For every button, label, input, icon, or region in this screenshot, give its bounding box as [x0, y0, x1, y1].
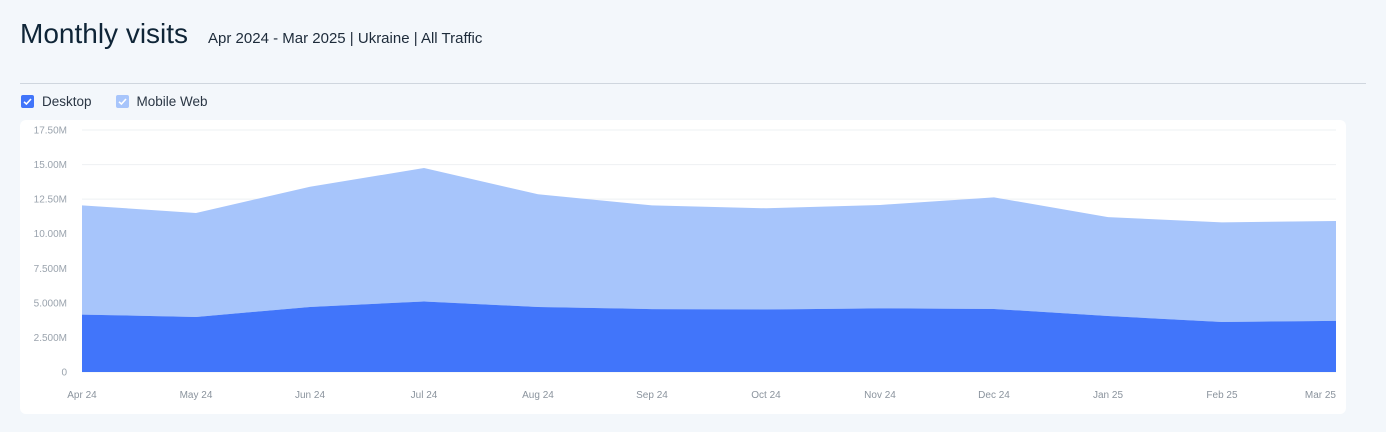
page-title: Monthly visits [20, 18, 189, 49]
y-tick-label: 5.000M [34, 298, 67, 309]
x-tick-label: Sep 24 [636, 390, 668, 401]
mobile-web-checkbox-icon[interactable] [115, 95, 129, 108]
chart-card: 0 2.500M 5.000M 7.500M 10.00M 12.50M 15.00M 17.… [20, 120, 1346, 414]
chart-legend: Desktop Mobile Web [21, 94, 232, 109]
header-divider [20, 83, 1366, 84]
x-tick-label: Jan 25 [1093, 390, 1123, 401]
legend-label-mobile-web: Mobile Web [136, 94, 208, 109]
x-tick-label: May 24 [180, 390, 213, 401]
date-range-subtitle: Apr 2024 - Mar 2025 | Ukraine | All Traf… [208, 30, 483, 47]
x-tick-label: Mar 25 [1305, 390, 1337, 401]
series-area-desktop [82, 301, 1336, 372]
y-tick-label: 7.500M [34, 264, 67, 275]
series-area-mobile-web [82, 168, 1336, 322]
y-tick-label: 2.500M [34, 333, 67, 344]
x-tick-label: Jul 24 [411, 390, 438, 401]
chart-header: Monthly visits Apr 2024 - Mar 2025 | Ukr… [20, 18, 482, 50]
y-tick-label: 0 [61, 368, 67, 379]
y-tick-label: 12.50M [34, 195, 67, 206]
x-tick-label: Feb 25 [1206, 390, 1238, 401]
legend-label-desktop: Desktop [42, 94, 92, 109]
x-tick-label: Nov 24 [864, 390, 896, 401]
x-tick-label: Aug 24 [522, 390, 554, 401]
legend-item-desktop[interactable]: Desktop [21, 94, 92, 109]
x-tick-label: Jun 24 [295, 390, 325, 401]
legend-item-mobile-web[interactable]: Mobile Web [115, 94, 208, 109]
desktop-checkbox-icon[interactable] [21, 95, 34, 108]
x-tick-label: Oct 24 [751, 390, 781, 401]
y-tick-label: 17.50M [34, 126, 67, 137]
monthly-visits-area-chart: 0 2.500M 5.000M 7.500M 10.00M 12.50M 15.00M 17.… [34, 126, 1337, 402]
y-tick-label: 15.00M [34, 160, 67, 171]
y-tick-label: 10.00M [34, 229, 67, 240]
x-tick-label: Apr 24 [67, 390, 97, 401]
x-tick-label: Dec 24 [978, 390, 1010, 401]
